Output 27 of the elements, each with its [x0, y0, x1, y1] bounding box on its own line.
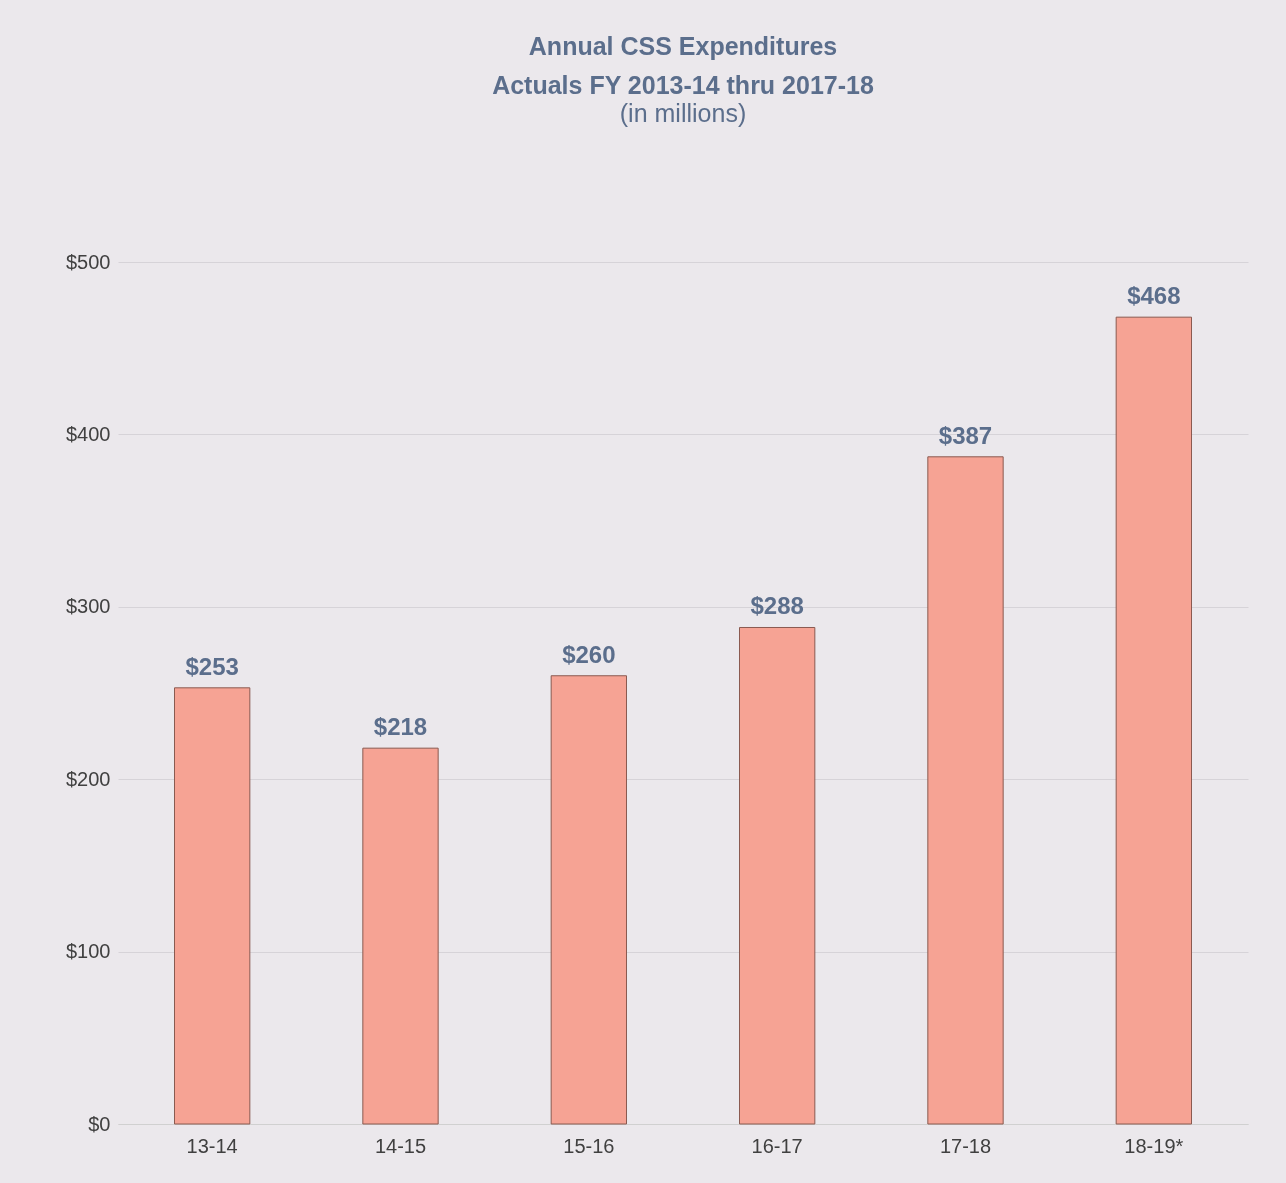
x-tick-label: 15-16 [563, 1134, 615, 1157]
y-tick-label: $0 [88, 1112, 111, 1135]
x-tick-label: 13-14 [186, 1134, 238, 1157]
bar [927, 456, 1004, 1125]
data-label: $218 [373, 713, 428, 741]
data-label: $468 [1127, 282, 1181, 310]
data-label: $288 [750, 592, 804, 620]
chart-subtitle: (in millions) [619, 99, 747, 127]
y-tick-label: $400 [66, 422, 111, 445]
data-label: $387 [938, 421, 993, 449]
bar [550, 675, 627, 1125]
y-tick-label: $300 [66, 595, 111, 618]
bar [174, 687, 251, 1125]
x-tick-label: 17-18 [939, 1134, 992, 1157]
data-label: $253 [185, 652, 239, 680]
x-tick-label: 14-15 [374, 1134, 427, 1157]
y-tick-label: $200 [66, 767, 111, 790]
bar [362, 747, 439, 1125]
y-tick-label: $100 [66, 940, 111, 963]
bar [1115, 316, 1192, 1125]
y-tick-label: $500 [66, 250, 111, 273]
bar [739, 626, 816, 1125]
text: Actuals FY 2013-14 thru 2017-18 [492, 71, 874, 99]
text: Annual CSS Expenditures [528, 32, 838, 60]
x-tick-label: 16-17 [751, 1134, 803, 1157]
x-tick-label: 18-19* [1124, 1134, 1184, 1157]
data-label: $260 [562, 640, 616, 668]
